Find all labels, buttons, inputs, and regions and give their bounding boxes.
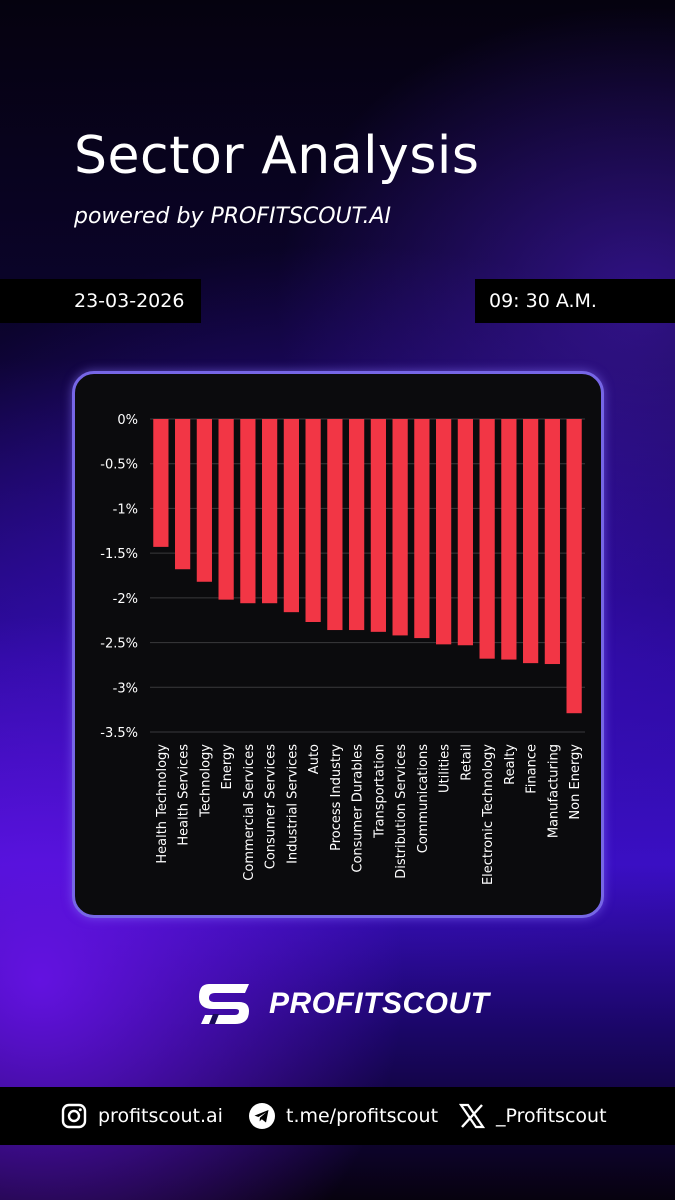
x-handle: _Profitscout <box>496 1105 607 1127</box>
bar <box>153 419 169 547</box>
x-tick-label: Retail <box>459 744 474 781</box>
bar <box>436 419 452 645</box>
x-tick-label: Finance <box>525 744 540 794</box>
bar <box>196 419 212 582</box>
bar <box>479 419 495 659</box>
bar <box>349 419 365 631</box>
bar <box>414 419 430 639</box>
bar <box>262 419 278 604</box>
x-tick-label: Industrial Services <box>285 744 300 864</box>
instagram-link[interactable]: profitscout.ai <box>60 1102 223 1130</box>
bar <box>523 419 539 664</box>
bar <box>283 419 299 613</box>
x-tick-label: Non Energy <box>568 744 583 820</box>
x-tick-label: Consumer Services <box>264 744 279 869</box>
x-tick-label: Utilities <box>438 744 453 793</box>
x-tick-label: Commercial Services <box>242 744 257 881</box>
y-tick-label: -0.5% <box>100 458 138 473</box>
sector-bar-chart: 0% -0.5% -1% -1.5% -2% -2.5% -3% -3.5% Health Te… <box>100 413 585 885</box>
date-text: 23-03-2026 <box>74 290 185 312</box>
logo-text: PROFITSCOUT <box>269 987 490 1020</box>
bar <box>327 419 343 631</box>
brand-logo: PROFITSCOUT <box>195 980 490 1028</box>
y-tick-label: -2.5% <box>100 637 138 652</box>
x-tick-label: Distribution Services <box>394 744 409 879</box>
x-tick-label: Manufacturing <box>546 744 561 838</box>
bar <box>544 419 560 665</box>
y-tick-label: 0% <box>117 413 138 428</box>
chart-card: 0% -0.5% -1% -1.5% -2% -2.5% -3% -3.5% Health Te… <box>72 371 604 918</box>
x-tick-label: Energy <box>220 744 235 790</box>
x-tick-label: Technology <box>198 744 213 818</box>
time-text: 09: 30 A.M. <box>489 290 597 312</box>
bar <box>370 419 386 632</box>
instagram-icon <box>60 1102 88 1130</box>
y-tick-label: -3.5% <box>100 726 138 741</box>
page-subtitle: powered by PROFITSCOUT.AI <box>74 204 392 229</box>
x-tick-label: Process Industry <box>329 744 344 851</box>
date-badge: 23-03-2026 <box>0 279 201 323</box>
telegram-icon <box>248 1102 276 1130</box>
telegram-link[interactable]: t.me/profitscout <box>248 1102 438 1130</box>
telegram-handle: t.me/profitscout <box>286 1105 439 1127</box>
x-tick-label: Transportation <box>372 744 387 839</box>
x-tick-label: Auto <box>307 744 322 774</box>
x-tick-label: Health Technology <box>155 744 170 864</box>
x-icon <box>458 1102 486 1130</box>
x-tick-label: Communications <box>416 744 431 853</box>
bar <box>218 419 234 600</box>
time-badge: 09: 30 A.M. <box>475 279 675 323</box>
x-tick-label: Electronic Technology <box>481 744 496 885</box>
bar <box>501 419 517 660</box>
y-tick-label: -3% <box>113 681 138 696</box>
x-tick-label: Health Services <box>177 744 192 846</box>
profitscout-logo-icon <box>199 984 249 1024</box>
x-tick-label: Realty <box>503 744 518 785</box>
bar <box>240 419 256 604</box>
y-tick-label: -2% <box>113 592 138 607</box>
bar <box>305 419 321 623</box>
x-link[interactable]: _Profitscout <box>458 1102 607 1130</box>
footer-bar: profitscout.ai t.me/profitscout _Profits… <box>0 1087 675 1145</box>
page-title: Sector Analysis <box>74 126 480 186</box>
bar <box>457 419 473 646</box>
y-tick-label: -1.5% <box>100 547 138 562</box>
instagram-handle: profitscout.ai <box>98 1105 223 1127</box>
bar <box>175 419 191 570</box>
bar <box>566 419 582 714</box>
bar <box>392 419 408 636</box>
y-tick-label: -1% <box>113 502 138 517</box>
x-tick-label: Consumer Durables <box>351 744 366 873</box>
